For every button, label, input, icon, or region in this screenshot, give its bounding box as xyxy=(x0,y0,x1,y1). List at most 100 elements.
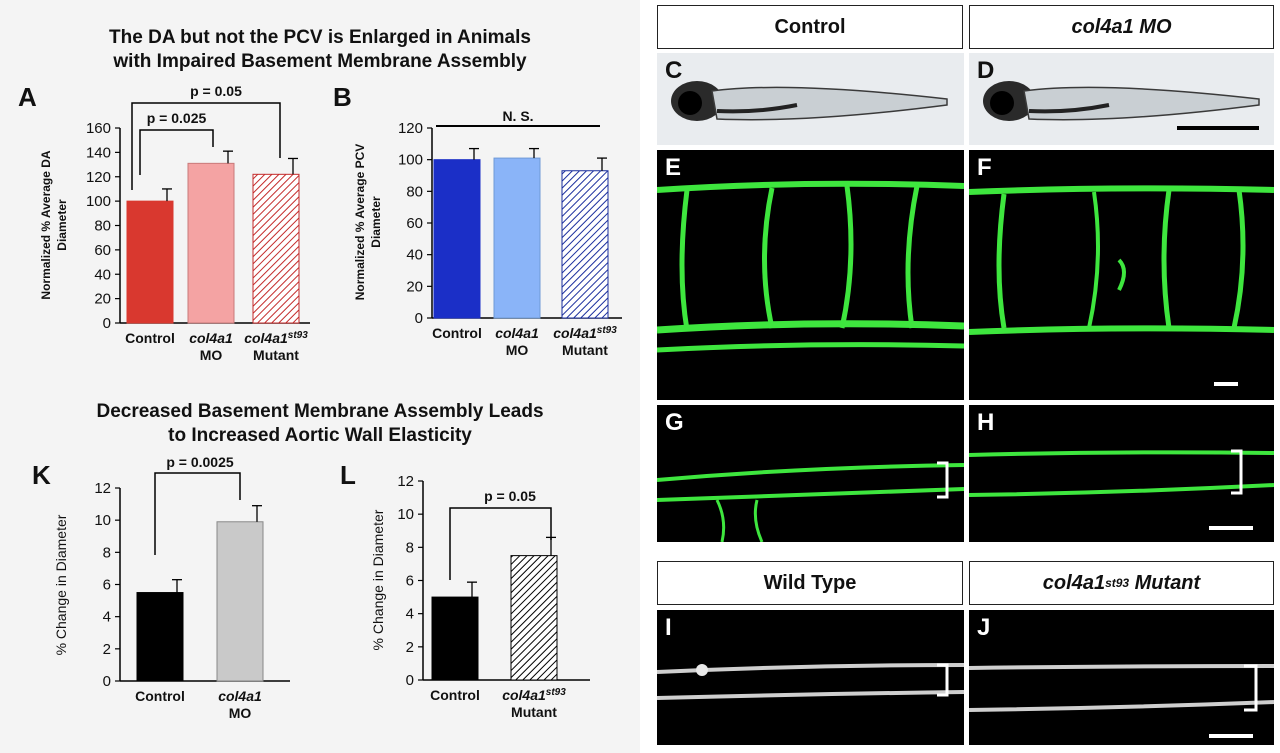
chart-b-bar xyxy=(561,170,609,319)
chart-a-xtick-label: Control xyxy=(125,330,175,346)
chart-b-xtick-label: Mutant xyxy=(562,342,608,358)
chart-l-xtick-label: col4a1st93 xyxy=(502,687,566,704)
chart-b-ylabel: Diameter xyxy=(369,196,383,248)
panel-letter-g: G xyxy=(665,409,684,436)
chart-a-ytick-label: 100 xyxy=(86,193,111,210)
chart-b-bar xyxy=(433,159,481,319)
section1-title: The DA but not the PCV is Enlarged in An… xyxy=(20,26,620,74)
scale-bar xyxy=(1209,526,1253,530)
scale-bar xyxy=(1177,126,1259,130)
chart-b-ytick-label: 40 xyxy=(406,247,423,264)
chart-a-ylabel: Diameter xyxy=(55,199,69,251)
chart-b-xtick-label: col4a1 xyxy=(495,325,539,341)
chart-a-ytick-label: 20 xyxy=(94,291,111,308)
chart-b-bar xyxy=(493,157,541,319)
vessel-illustration xyxy=(969,185,1274,386)
chart-l-xtick-label: Control xyxy=(430,687,480,703)
mutant-suffix-label: Mutant xyxy=(1129,571,1201,594)
panel-letter-d: D xyxy=(977,57,995,84)
chart-b-ns-label: N. S. xyxy=(502,108,533,124)
chart-l-ytick-label: 6 xyxy=(406,573,414,590)
panel-letter-c: C xyxy=(665,57,683,84)
chart-a-xtick-label: Mutant xyxy=(253,347,299,363)
aorta-illustration xyxy=(657,461,964,542)
larva-illustration xyxy=(983,81,1260,130)
chart-k-ytick-label: 8 xyxy=(103,544,111,561)
panel-letter-i: I xyxy=(665,614,672,641)
panel-letter-l: L xyxy=(340,460,356,490)
chart-a-ytick-label: 40 xyxy=(94,266,111,283)
chart-l-xtick-label: Mutant xyxy=(511,704,557,720)
panel-letter-k: K xyxy=(32,460,51,490)
chart-k-ytick-label: 6 xyxy=(103,577,111,594)
header-col4a1-mo: col4a1 MO xyxy=(969,5,1274,49)
chart-l-ytick-label: 10 xyxy=(397,506,414,523)
chart-a-da-diameter: 0 20 40 60 80 100 120 140 160 Normalized % Averag… xyxy=(39,83,622,721)
section2-title: Decreased Basement Membrane Assembly Lea… xyxy=(20,400,620,448)
panel-letter-e: E xyxy=(665,154,682,181)
image-e-control-vasculature: E xyxy=(657,150,964,400)
chart-a-significance-bracket xyxy=(131,102,281,190)
chart-a-bar xyxy=(252,173,300,324)
chart-l-significance-bracket xyxy=(449,507,552,580)
chart-k-ytick-label: 10 xyxy=(94,512,111,529)
section1-title-line1: The DA but not the PCV is Enlarged in An… xyxy=(109,27,531,48)
mutant-allele-label: st93 xyxy=(1105,576,1130,590)
header-wild-type: Wild Type xyxy=(657,561,963,605)
chart-k-p-value: p = 0.0025 xyxy=(166,454,234,470)
image-c-control-larva: C xyxy=(657,53,964,145)
chart-l-ytick-label: 2 xyxy=(406,639,414,656)
header-col4a1-mutant: col4a1 st93 Mutant xyxy=(969,561,1274,605)
image-g-control-aorta: G xyxy=(657,405,964,542)
chart-k-bar xyxy=(136,592,184,682)
chart-k-ytick-label: 2 xyxy=(103,641,111,658)
image-i-wildtype-aorta: I xyxy=(657,610,964,745)
chart-a-bar xyxy=(187,162,235,324)
chart-b-ytick-label: 120 xyxy=(398,120,423,137)
chart-k-ytick-label: 12 xyxy=(94,480,111,497)
chart-a-ytick-label: 140 xyxy=(86,144,111,161)
chart-l-ylabel: % Change in Diameter xyxy=(370,509,386,650)
bracket xyxy=(937,663,949,697)
chart-l-ytick-label: 8 xyxy=(406,539,414,556)
chart-k-xtick-label: Control xyxy=(135,688,185,704)
chart-k-ylabel: % Change in Diameter xyxy=(53,514,69,655)
aorta-illustration xyxy=(657,663,964,700)
chart-a-ytick-label: 60 xyxy=(94,242,111,259)
chart-b-ylabel: Normalized % Average PCV xyxy=(353,144,367,301)
aorta-illustration xyxy=(969,664,1274,738)
chart-a-xtick-label: col4a1st93 xyxy=(244,330,308,347)
chart-k-bar xyxy=(216,521,264,682)
image-d-mo-larva: D xyxy=(969,53,1274,145)
chart-a-p-value: p = 0.025 xyxy=(147,110,207,126)
section2-title-line1: Decreased Basement Membrane Assembly Lea… xyxy=(96,401,544,422)
chart-b-ytick-label: 80 xyxy=(406,183,423,200)
section2-title-line2: to Increased Aortic Wall Elasticity xyxy=(168,425,472,446)
section1-title-line2: with Impaired Basement Membrane Assembly xyxy=(113,51,527,72)
chart-a-ytick-label: 120 xyxy=(86,169,111,186)
chart-a-ytick-label: 80 xyxy=(94,218,111,235)
panel-letter-h: H xyxy=(977,409,995,436)
panel-letter-f: F xyxy=(977,154,992,181)
vessel-illustration xyxy=(657,180,964,353)
chart-k-xtick-label: MO xyxy=(229,705,252,721)
image-f-mo-vasculature: F xyxy=(969,150,1274,400)
chart-b-xtick-label: Control xyxy=(432,325,482,341)
chart-l-bar xyxy=(431,596,479,681)
panel-letter-a: A xyxy=(18,82,37,112)
header-control: Control xyxy=(657,5,963,49)
chart-l-ytick-label: 12 xyxy=(397,473,414,490)
chart-b-xtick-label: col4a1st93 xyxy=(553,325,617,342)
chart-a-bar xyxy=(126,200,174,324)
image-j-mutant-aorta: J xyxy=(969,610,1274,745)
bracket xyxy=(937,461,949,499)
chart-k-ytick-label: 0 xyxy=(103,673,111,690)
larva-illustration xyxy=(671,81,948,121)
chart-k-ytick-label: 4 xyxy=(103,609,111,626)
chart-l-ytick-label: 4 xyxy=(406,606,414,623)
chart-b-ytick-label: 60 xyxy=(406,215,423,232)
chart-l-bar xyxy=(510,555,558,681)
mutant-gene-label: col4a1 xyxy=(1042,571,1106,594)
chart-a-ytick-label: 160 xyxy=(86,120,111,137)
chart-k-significance-bracket xyxy=(154,472,241,555)
